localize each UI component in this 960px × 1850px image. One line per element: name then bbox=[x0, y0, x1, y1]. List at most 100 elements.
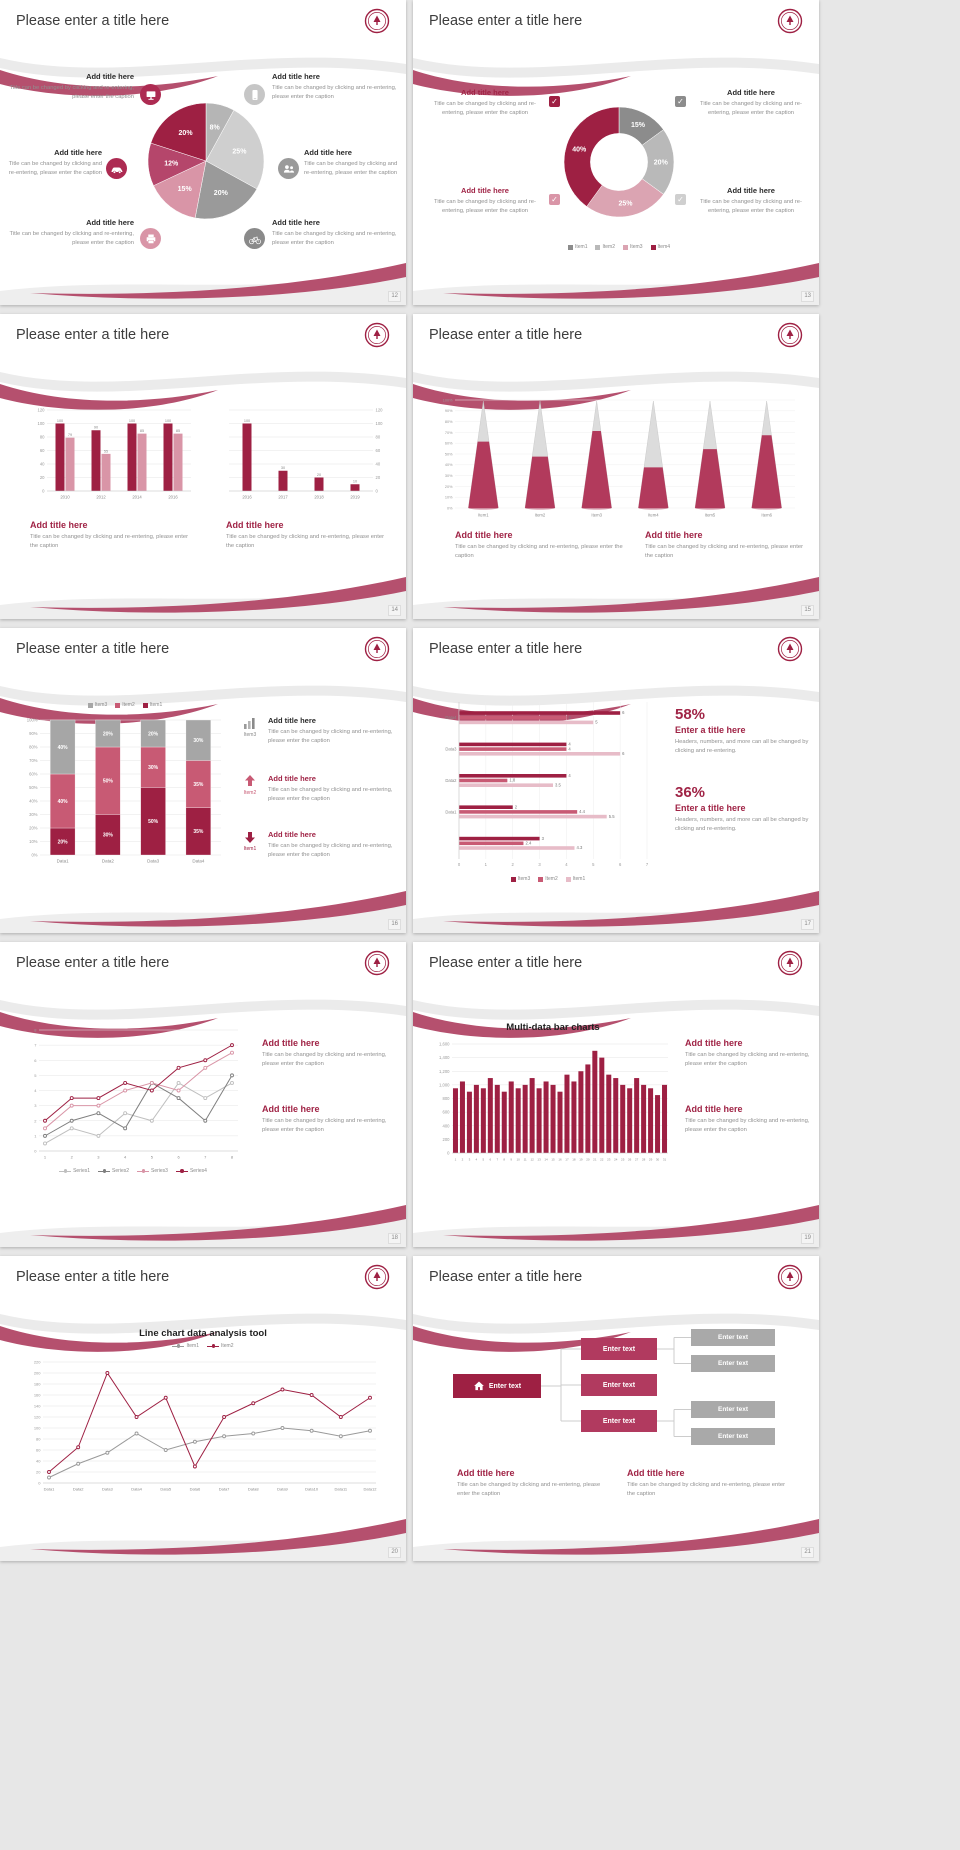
svg-text:6: 6 bbox=[489, 1158, 491, 1162]
svg-text:25: 25 bbox=[621, 1158, 625, 1162]
slide-title: Please enter a title here bbox=[16, 327, 170, 343]
callout-top-left: Add title here Title can be changed by c… bbox=[429, 88, 541, 118]
slide-thumbnail-13[interactable]: Please enter a title here 15% 20% 25% 40% I… bbox=[413, 0, 819, 305]
svg-text:50%: 50% bbox=[148, 819, 159, 825]
callout-caption: Title can be changed by clicking and re-… bbox=[262, 1118, 387, 1133]
callout-title: Add title here bbox=[272, 218, 320, 227]
slide-thumbnail-16[interactable]: Please enter a title here Item3 Item2 Item… bbox=[0, 628, 406, 933]
svg-text:50%: 50% bbox=[445, 452, 453, 456]
svg-text:4: 4 bbox=[124, 1155, 127, 1160]
slide-thumbnail-14[interactable]: Please enter a title here 0 20 40 60 80 100 12… bbox=[0, 314, 406, 619]
svg-text:12%: 12% bbox=[164, 160, 179, 167]
slide-thumbnail-18[interactable]: Please enter a title here 0 1 2 3 4 5 6 7 8 1 2 3 4 5… bbox=[0, 942, 406, 1247]
svg-text:1,600: 1,600 bbox=[439, 1042, 450, 1047]
callout-title: Add title here bbox=[262, 1104, 320, 1114]
svg-text:20: 20 bbox=[586, 1158, 590, 1162]
bottom-swoosh-decoration bbox=[413, 891, 819, 933]
svg-text:4: 4 bbox=[565, 862, 568, 867]
svg-text:25%: 25% bbox=[232, 149, 247, 156]
svg-text:15: 15 bbox=[551, 1158, 555, 1162]
bar-chart-icon: Item3 bbox=[238, 716, 262, 746]
legend-item: Item1 bbox=[565, 876, 585, 882]
callout-title: Add title here bbox=[455, 530, 513, 540]
svg-text:5.5: 5.5 bbox=[609, 814, 615, 819]
pie-chart: 8% 25% 20% 15% 12% 20% bbox=[147, 102, 265, 220]
horizontal-bar-chart: 0 1 2 3 4 5 6 7 6 4 5 Data4 4 4 6 Data3 4 1.8 3.5 Data2 2 4.4… bbox=[437, 698, 659, 870]
svg-text:8%: 8% bbox=[210, 125, 221, 132]
svg-text:50%: 50% bbox=[103, 779, 114, 785]
university-seal-logo bbox=[364, 950, 390, 976]
svg-text:100: 100 bbox=[129, 419, 135, 423]
page-number: 21 bbox=[801, 1547, 814, 1558]
svg-text:2: 2 bbox=[512, 862, 515, 867]
slide-thumbnail-20[interactable]: Please enter a title here Line chart dat… bbox=[0, 1256, 406, 1561]
arrow-down-icon: Item1 bbox=[238, 830, 262, 860]
svg-text:30%: 30% bbox=[148, 765, 159, 771]
legend-item: Item2 bbox=[595, 244, 615, 250]
svg-text:Data2: Data2 bbox=[445, 778, 457, 783]
svg-text:80%: 80% bbox=[29, 745, 38, 750]
svg-text:180: 180 bbox=[34, 1382, 41, 1387]
mobile-phone-icon bbox=[244, 84, 265, 105]
legend-item: Item1 bbox=[172, 1343, 199, 1349]
svg-text:7: 7 bbox=[34, 1043, 37, 1048]
slide-thumbnail-21[interactable]: Please enter a title here Enter text Ent… bbox=[413, 1256, 819, 1561]
flow-child-node-3: Enter text bbox=[581, 1410, 657, 1432]
svg-text:10: 10 bbox=[517, 1158, 521, 1162]
callout-caption: Title can be changed by clicking and re-… bbox=[268, 787, 393, 802]
university-seal-logo bbox=[364, 636, 390, 662]
donut-chart: 15% 20% 25% 40% bbox=[563, 106, 675, 218]
svg-text:1: 1 bbox=[34, 1133, 37, 1138]
svg-text:60%: 60% bbox=[445, 442, 453, 446]
callout-left: Add title here Title can be changed by c… bbox=[30, 520, 192, 551]
slide-title: Please enter a title here bbox=[16, 1269, 170, 1285]
university-seal-logo bbox=[364, 322, 390, 348]
svg-text:2016: 2016 bbox=[242, 495, 252, 500]
svg-text:14: 14 bbox=[544, 1158, 548, 1162]
bottom-swoosh-decoration bbox=[413, 263, 819, 305]
svg-text:2014: 2014 bbox=[132, 495, 142, 500]
svg-text:600: 600 bbox=[443, 1110, 451, 1115]
svg-text:3: 3 bbox=[538, 862, 541, 867]
svg-text:80: 80 bbox=[36, 1437, 41, 1442]
svg-text:0: 0 bbox=[38, 1481, 41, 1486]
svg-text:120: 120 bbox=[38, 408, 46, 413]
chart-title: Multi-data bar charts bbox=[506, 1022, 600, 1033]
slide-title: Please enter a title here bbox=[16, 955, 170, 971]
university-seal-logo bbox=[777, 636, 803, 662]
top-swoosh-decoration bbox=[413, 999, 819, 1038]
svg-text:20: 20 bbox=[36, 1470, 41, 1475]
svg-text:4: 4 bbox=[568, 773, 571, 778]
callout-bottom: Add title here Title can be changed by c… bbox=[685, 1104, 811, 1135]
callout-bottom-right: Add title here Title can be changed by c… bbox=[272, 218, 398, 248]
slide-thumbnail-15[interactable]: Please enter a title here 0% 10% 20% 30% 40%… bbox=[413, 314, 819, 619]
callout-top-left: Add title here Title can be changed by c… bbox=[6, 72, 135, 102]
callout-right: Add title here Title can be changed by c… bbox=[226, 520, 388, 551]
callout-caption: Title can be changed by clicking and re-… bbox=[627, 1482, 786, 1497]
top-swoosh-decoration bbox=[0, 371, 406, 410]
callout-top-right: Add title here Title can be changed by c… bbox=[272, 72, 398, 102]
display-icon bbox=[140, 84, 161, 105]
svg-text:27: 27 bbox=[635, 1158, 639, 1162]
callout-caption: Title can be changed by clicking and re-… bbox=[8, 161, 102, 176]
top-swoosh-decoration bbox=[0, 685, 406, 724]
slide-thumbnail-12[interactable]: Please enter a title here 8% 25% 20% 15% 12%… bbox=[0, 0, 406, 305]
svg-text:5: 5 bbox=[483, 1158, 485, 1162]
svg-text:30%: 30% bbox=[103, 833, 114, 839]
svg-text:100: 100 bbox=[38, 421, 46, 426]
callout-title: Add title here bbox=[226, 520, 284, 530]
legend-item: Series2 bbox=[98, 1168, 129, 1174]
svg-text:Data3: Data3 bbox=[445, 747, 457, 752]
bottom-swoosh-decoration bbox=[413, 1205, 819, 1247]
callout-caption: Title can be changed by clicking and re-… bbox=[272, 85, 397, 100]
flow-child-node-1: Enter text bbox=[581, 1338, 657, 1360]
svg-text:1: 1 bbox=[455, 1158, 457, 1162]
callout-bottom-left: Add title here Title can be changed by c… bbox=[6, 218, 135, 248]
callout-title: Add title here bbox=[461, 186, 509, 195]
svg-text:40: 40 bbox=[36, 1459, 41, 1464]
slide-thumbnail-19[interactable]: Please enter a title here Multi-data bar… bbox=[413, 942, 819, 1247]
svg-text:20%: 20% bbox=[103, 731, 114, 737]
svg-text:40%: 40% bbox=[572, 146, 587, 153]
callout-caption: Title can be changed by clicking and re-… bbox=[304, 161, 398, 176]
slide-thumbnail-17[interactable]: Please enter a title here 0 1 2 3 4 5 6 7 6 4 5 Dat… bbox=[413, 628, 819, 933]
